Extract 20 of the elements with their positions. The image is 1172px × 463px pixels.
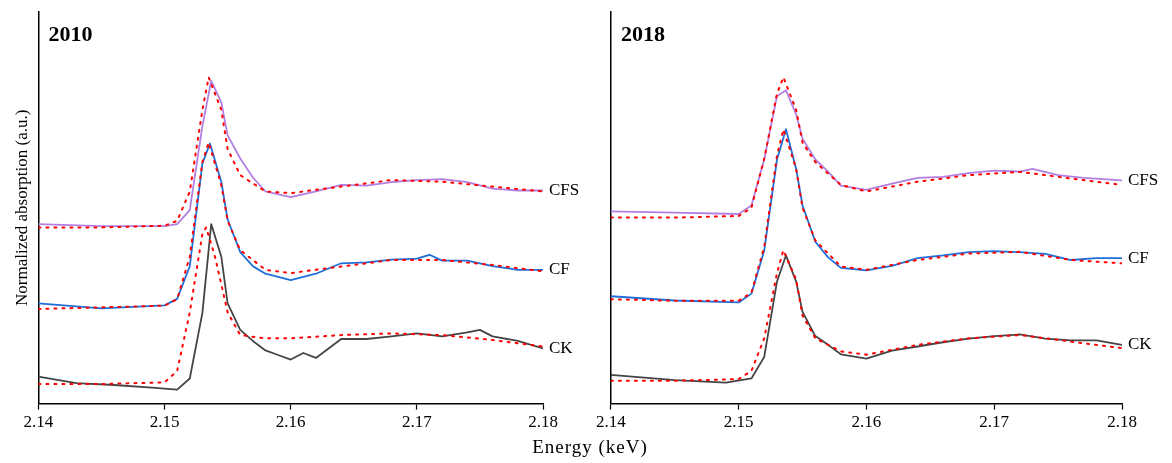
x-tick-label: 2.15	[723, 412, 754, 432]
x-tick-label: 2.15	[149, 412, 180, 432]
chart-title: 2010	[48, 20, 93, 46]
series-label: CFS	[1128, 169, 1159, 189]
x-tick-label: 2.17	[979, 412, 1010, 432]
x-tick-label: 2.16	[851, 412, 882, 432]
x-tick-label: 2.18	[528, 412, 558, 432]
x-tick-label: 2.16	[275, 412, 306, 432]
x-tick-label: 2.14	[23, 412, 54, 432]
series-label: CF	[1128, 247, 1149, 267]
x-tick-label: 2.14	[596, 412, 627, 432]
x-axis-title: Energy (keV)	[531, 436, 649, 458]
y-axis-title: Normalized absorption (a.u.)	[11, 109, 31, 306]
x-tick-label: 2.17	[401, 412, 433, 432]
series-label: CF	[549, 259, 570, 279]
chart-title: 2018	[620, 20, 665, 46]
series-label: CK	[1128, 334, 1153, 354]
series-label: CFS	[549, 179, 580, 199]
series-label: CK	[549, 337, 574, 357]
x-tick-label: 2.18	[1107, 412, 1137, 432]
